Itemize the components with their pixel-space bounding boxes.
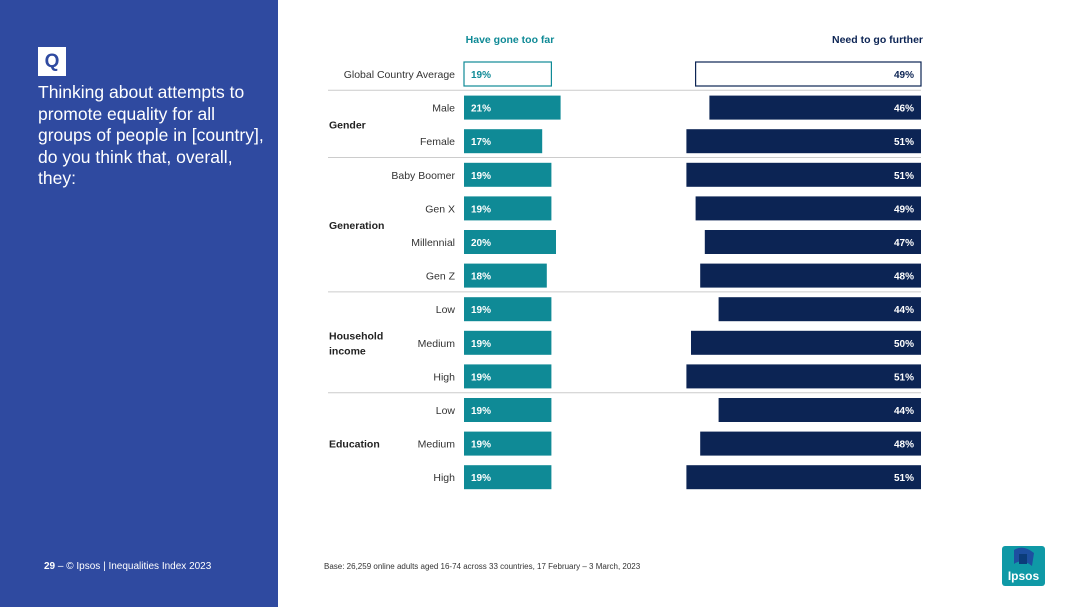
- group-label: Generation: [329, 220, 384, 232]
- bar-have-gone-too-far: [463, 61, 553, 87]
- bar-have-gone-too-far: [464, 95, 561, 120]
- bar-need-to-go-further: [686, 162, 921, 187]
- bar-need-to-go-further: [718, 297, 921, 322]
- value-need-to-go-further: 49%: [894, 204, 914, 215]
- value-need-to-go-further: 48%: [894, 272, 914, 283]
- header-need-to-go-further: Need to go further: [832, 34, 923, 46]
- bar-have-gone-too-far: [464, 162, 552, 187]
- row-label: Low: [436, 405, 456, 417]
- header-have-gone-too-far: Have gone too far: [466, 34, 555, 46]
- row-label: High: [433, 371, 455, 383]
- row-label: Low: [436, 304, 456, 316]
- bar-need-to-go-further: [709, 95, 921, 120]
- value-need-to-go-further: 50%: [894, 339, 914, 350]
- value-have-gone-too-far: 19%: [471, 406, 491, 417]
- question-badge: Q: [38, 47, 66, 76]
- value-need-to-go-further: 49%: [894, 70, 914, 81]
- value-need-to-go-further: 51%: [894, 372, 914, 383]
- ipsos-logo: Ipsos: [1002, 546, 1045, 586]
- bar-need-to-go-further: [691, 330, 921, 355]
- value-have-gone-too-far: 19%: [471, 372, 491, 383]
- logo-emblem: [1014, 547, 1034, 566]
- page-separator: –: [57, 561, 64, 572]
- row-label: Global Country Average: [344, 69, 455, 81]
- row-label: Gen Z: [426, 271, 456, 283]
- footer-source: © Ipsos | Inequalities Index 2023: [66, 561, 212, 572]
- group-label: income: [329, 345, 366, 357]
- value-have-gone-too-far: 20%: [471, 238, 491, 249]
- value-have-gone-too-far: 19%: [471, 305, 491, 316]
- bar-have-gone-too-far: [464, 465, 552, 490]
- bar-have-gone-too-far: [464, 364, 552, 389]
- value-need-to-go-further: 51%: [894, 137, 914, 148]
- bar-have-gone-too-far: [464, 398, 552, 422]
- value-need-to-go-further: 47%: [894, 238, 914, 249]
- bar-need-to-go-further: [718, 398, 921, 422]
- footer-left: 29 – © Ipsos | Inequalities Index 2023: [44, 561, 211, 572]
- row-label: Medium: [418, 338, 456, 350]
- bar-need-to-go-further: [695, 196, 921, 221]
- group-label: Education: [329, 439, 380, 451]
- value-need-to-go-further: 44%: [894, 305, 914, 316]
- sidebar-panel: Q Thinking about attempts to promote equ…: [0, 0, 278, 607]
- bar-need-to-go-further: [686, 465, 921, 490]
- bar-have-gone-too-far: [464, 330, 552, 355]
- bar-need-to-go-further: [686, 364, 921, 389]
- row-label: Male: [432, 103, 455, 115]
- row-label: Millennial: [411, 237, 455, 249]
- question-text: Thinking about attempts to promote equal…: [38, 82, 264, 189]
- bar-have-gone-too-far: [464, 129, 543, 154]
- bar-need-to-go-further: [686, 129, 921, 154]
- row-label: Female: [420, 136, 455, 148]
- group-label: Household: [329, 330, 383, 342]
- value-have-gone-too-far: 19%: [471, 70, 491, 81]
- bar-need-to-go-further: [700, 431, 921, 456]
- bar-have-gone-too-far: [464, 230, 556, 254]
- value-have-gone-too-far: 17%: [471, 137, 491, 148]
- bar-need-to-go-further: [700, 263, 921, 288]
- value-have-gone-too-far: 19%: [471, 339, 491, 350]
- row-label: Gen X: [425, 203, 455, 215]
- bar-have-gone-too-far: [464, 297, 552, 322]
- value-have-gone-too-far: 19%: [471, 204, 491, 215]
- row-label: High: [433, 472, 455, 484]
- value-have-gone-too-far: 19%: [471, 171, 491, 182]
- bar-have-gone-too-far: [464, 263, 547, 288]
- value-need-to-go-further: 48%: [894, 440, 914, 451]
- row-label: Medium: [418, 439, 456, 451]
- value-have-gone-too-far: 19%: [471, 440, 491, 451]
- bar-have-gone-too-far: [464, 431, 552, 456]
- value-have-gone-too-far: 21%: [471, 104, 491, 115]
- value-need-to-go-further: 44%: [894, 406, 914, 417]
- value-need-to-go-further: 51%: [894, 171, 914, 182]
- value-need-to-go-further: 46%: [894, 104, 914, 115]
- base-note: Base: 26,259 online adults aged 16-74 ac…: [324, 562, 641, 571]
- value-need-to-go-further: 51%: [894, 473, 914, 484]
- bar-need-to-go-further: [694, 61, 922, 87]
- value-have-gone-too-far: 18%: [471, 272, 491, 283]
- bar-need-to-go-further: [704, 230, 921, 254]
- group-label: Gender: [329, 119, 366, 131]
- page-number: 29: [44, 561, 56, 572]
- logo-text: Ipsos: [1007, 569, 1040, 583]
- row-label: Baby Boomer: [391, 170, 455, 182]
- value-have-gone-too-far: 19%: [471, 473, 491, 484]
- bar-have-gone-too-far: [464, 196, 552, 221]
